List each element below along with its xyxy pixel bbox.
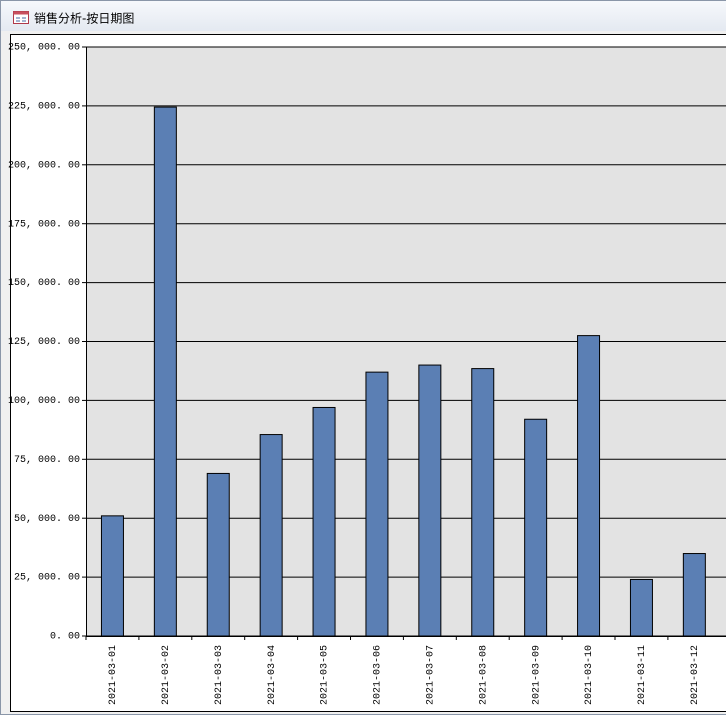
x-tick-label: 2021-03-07 <box>425 645 436 705</box>
x-tick-label: 2021-03-09 <box>531 645 542 705</box>
bar <box>153 106 177 637</box>
bar <box>682 553 706 637</box>
bar <box>629 578 653 637</box>
y-tick-label: 200, 000. 00 <box>8 160 80 171</box>
bar <box>365 371 389 637</box>
x-tick-label: 2021-03-06 <box>373 645 384 705</box>
bar <box>577 335 601 637</box>
bar <box>206 472 230 637</box>
y-tick-label: 25, 000. 00 <box>14 573 80 584</box>
window-icon <box>13 11 29 24</box>
y-tick-label: 250, 000. 00 <box>8 43 80 54</box>
y-tick-label: 50, 000. 00 <box>14 514 80 525</box>
y-tick-label: 150, 000. 00 <box>8 278 80 289</box>
y-tick-label: 100, 000. 00 <box>8 396 80 407</box>
x-tick-label: 2021-03-08 <box>478 645 489 705</box>
y-tick-label: 0. 00 <box>50 632 80 643</box>
chart: 0. 00 25, 000. 00 50, 000. 00 75, 000. 00 10… <box>8 43 726 705</box>
bar <box>312 406 336 637</box>
x-tick-label: 2021-03-01 <box>108 645 119 705</box>
x-tick-label: 2021-03-12 <box>690 645 701 705</box>
x-tick-label: 2021-03-11 <box>637 645 648 705</box>
x-tick-label: 2021-03-02 <box>161 645 172 705</box>
y-tick-label: 125, 000. 00 <box>8 337 80 348</box>
bar <box>418 364 442 637</box>
title-bar <box>0 0 726 31</box>
window-title: 销售分析-按日期图 <box>34 11 134 26</box>
bar <box>100 515 124 637</box>
bar <box>471 368 495 637</box>
x-tick-label: 2021-03-04 <box>267 645 278 705</box>
bar <box>524 418 548 637</box>
x-tick-label: 2021-03-03 <box>214 645 225 705</box>
x-tick-label: 2021-03-05 <box>320 645 331 705</box>
x-tick-label: 2021-03-10 <box>584 645 595 705</box>
y-tick-label: 225, 000. 00 <box>8 102 80 113</box>
y-tick-label: 75, 000. 00 <box>14 455 80 466</box>
bar <box>259 434 283 637</box>
y-tick-label: 175, 000. 00 <box>8 219 80 230</box>
